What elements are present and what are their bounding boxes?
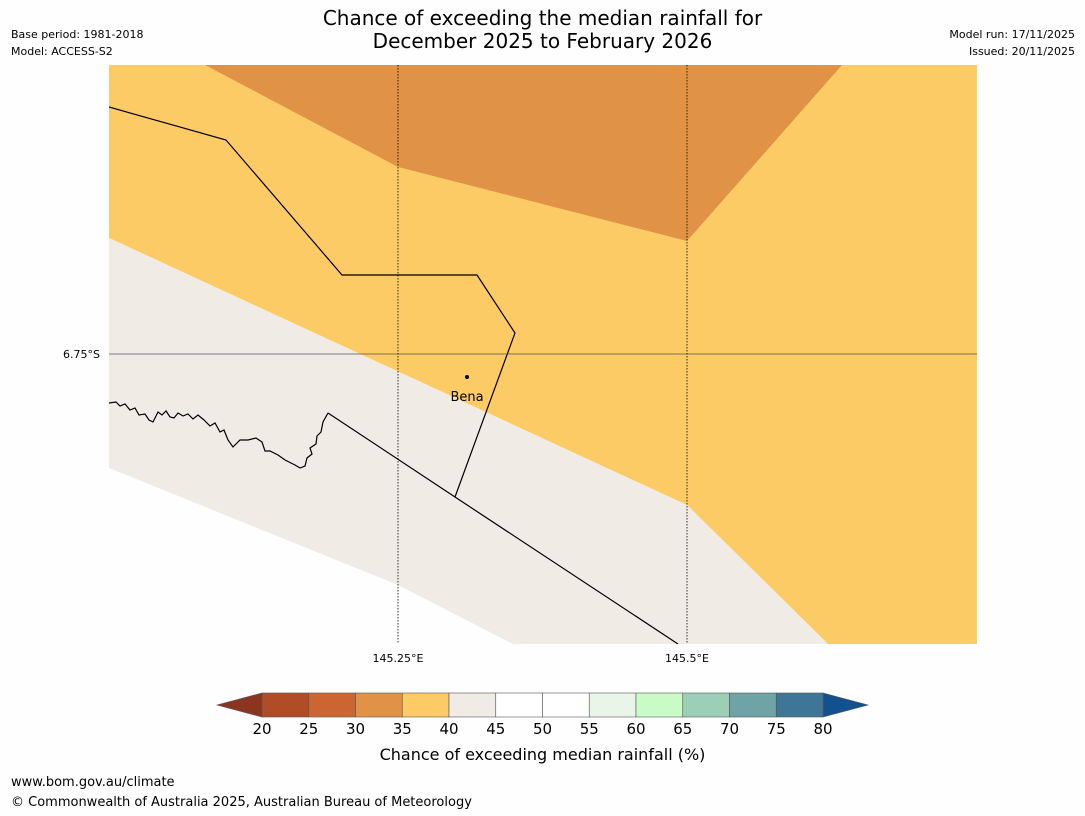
- colorbar-tick-label: 20: [252, 720, 272, 738]
- colorbar-tick-label: 75: [766, 720, 786, 738]
- lon-label-14525: 145.25°E: [373, 652, 424, 665]
- colorbar-tick-label: 50: [532, 720, 553, 738]
- colorbar-tick-label: 55: [579, 720, 599, 738]
- colorbar-cell: [729, 692, 777, 718]
- province-boundary-south: [327, 412, 679, 644]
- title-line-1: Chance of exceeding the median rainfall …: [322, 6, 763, 30]
- colorbar-title: Chance of exceeding median rainfall (%): [379, 745, 706, 764]
- lat-label: 6.75°S: [63, 348, 100, 361]
- colorbar-tick-label: 60: [626, 720, 646, 738]
- colorbar-cell: [495, 692, 543, 718]
- colorbar-cell: [401, 692, 450, 718]
- meta-right: Model run: 17/11/2025 Issued: 20/11/2025: [949, 26, 1075, 60]
- province-boundary: [109, 106, 516, 498]
- colorbar-under-arrow: [215, 692, 263, 718]
- model-name: Model: ACCESS-S2: [11, 45, 113, 58]
- colorbar-tick-label: 70: [719, 720, 740, 738]
- band-35-40: [109, 65, 977, 644]
- town-marker: [465, 375, 469, 379]
- colorbar-tick-label: 40: [439, 720, 459, 738]
- chart-title: Chance of exceeding the median rainfall …: [0, 7, 1085, 53]
- colorbar-cell: [775, 692, 824, 718]
- colorbar-tick-label: 25: [299, 720, 319, 738]
- colorbar-cell: [635, 692, 684, 718]
- colorbar-cell: [542, 692, 590, 718]
- model-run-date: Model run: 17/11/2025: [949, 28, 1075, 41]
- title-line-2: December 2025 to February 2026: [372, 29, 713, 53]
- lon-label-1455: 145.5°E: [665, 652, 709, 665]
- town-label: Bena: [450, 390, 483, 405]
- base-period: Base period: 1981-2018: [11, 28, 144, 41]
- colorbar-tick-label: 35: [392, 720, 412, 738]
- colorbar-tick-label: 30: [345, 720, 366, 738]
- river-line: [109, 401, 329, 469]
- band-30-35: [205, 65, 842, 241]
- meta-left: Base period: 1981-2018 Model: ACCESS-S2: [11, 26, 143, 60]
- colorbar-tick-label: 45: [486, 720, 506, 738]
- footer-copyright: © Commonwealth of Australia 2025, Austra…: [11, 795, 472, 810]
- footer-url: www.bom.gov.au/climate: [11, 775, 175, 790]
- band-40-45: [109, 238, 828, 644]
- map-area: Bena: [109, 65, 977, 644]
- colorbar-cell: [588, 692, 637, 718]
- colorbar-cell: [355, 692, 403, 718]
- colorbar-tick-label: 80: [813, 720, 833, 738]
- colorbar-over-arrow: [822, 692, 870, 718]
- colorbar: [215, 692, 870, 718]
- colorbar-cell: [261, 692, 310, 718]
- colorbar-cell: [682, 692, 730, 718]
- colorbar-cell: [308, 692, 356, 718]
- issued-date: Issued: 20/11/2025: [968, 45, 1075, 58]
- colorbar-tick-label: 65: [673, 720, 693, 738]
- colorbar-cell: [448, 692, 497, 718]
